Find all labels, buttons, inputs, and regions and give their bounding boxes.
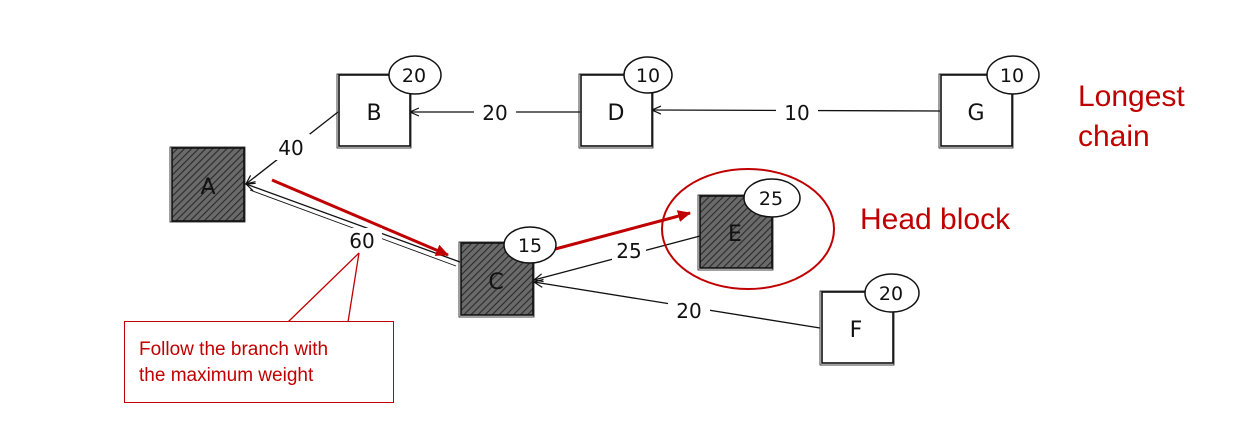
block-f: F 20	[819, 273, 920, 366]
block-g: G 10	[938, 55, 1040, 149]
svg-text:40: 40	[278, 136, 303, 160]
block-c-label: C	[488, 270, 503, 295]
block-g-weight: 10	[1000, 65, 1024, 87]
block-d-weight: 10	[636, 65, 660, 87]
head-block-highlight	[661, 168, 835, 290]
svg-text:10: 10	[784, 101, 809, 125]
block-d: D 10	[578, 56, 673, 149]
svg-text:20: 20	[676, 299, 701, 323]
svg-text:60: 60	[349, 229, 374, 253]
block-g-label: G	[967, 101, 984, 126]
edge-label-f-c: 20	[668, 298, 710, 324]
block-a-label: A	[200, 175, 215, 200]
edge-label-c-a: 60	[342, 228, 382, 254]
red-path-c-e-arrow	[543, 210, 691, 254]
block-c-weight: 15	[518, 235, 542, 257]
svg-text:20: 20	[482, 101, 507, 125]
block-d-label: D	[608, 101, 625, 126]
longest-chain-label-line1: Longest	[1078, 80, 1185, 113]
block-e-weight: 25	[759, 188, 783, 210]
edge-label-b-a: 40	[272, 134, 310, 160]
svg-text:25: 25	[616, 239, 641, 263]
block-e: E 25	[697, 178, 801, 271]
block-c: C 15	[458, 226, 557, 318]
callout-box: Follow the branch with the maximum weigh…	[124, 321, 394, 403]
callout-text-line2: the maximum weight	[139, 365, 314, 386]
edge-label-g-d: 10	[776, 100, 818, 126]
block-b-weight: 20	[402, 65, 426, 87]
edge-label-d-b: 20	[474, 100, 516, 126]
head-block-label: Head block	[860, 203, 1011, 236]
block-e-label: E	[728, 222, 742, 247]
block-b: B 20	[336, 55, 442, 149]
edge-label-e-c: 25	[612, 238, 646, 263]
callout-pointer	[287, 252, 360, 323]
red-path-a-c-arrow	[271, 178, 449, 257]
block-f-label: F	[850, 318, 863, 343]
block-f-weight: 20	[879, 283, 903, 305]
longest-chain-label-line2: chain	[1078, 120, 1150, 153]
callout-text-line1: Follow the branch with	[139, 339, 329, 360]
block-a: A	[169, 146, 246, 223]
block-b-label: B	[366, 101, 381, 126]
